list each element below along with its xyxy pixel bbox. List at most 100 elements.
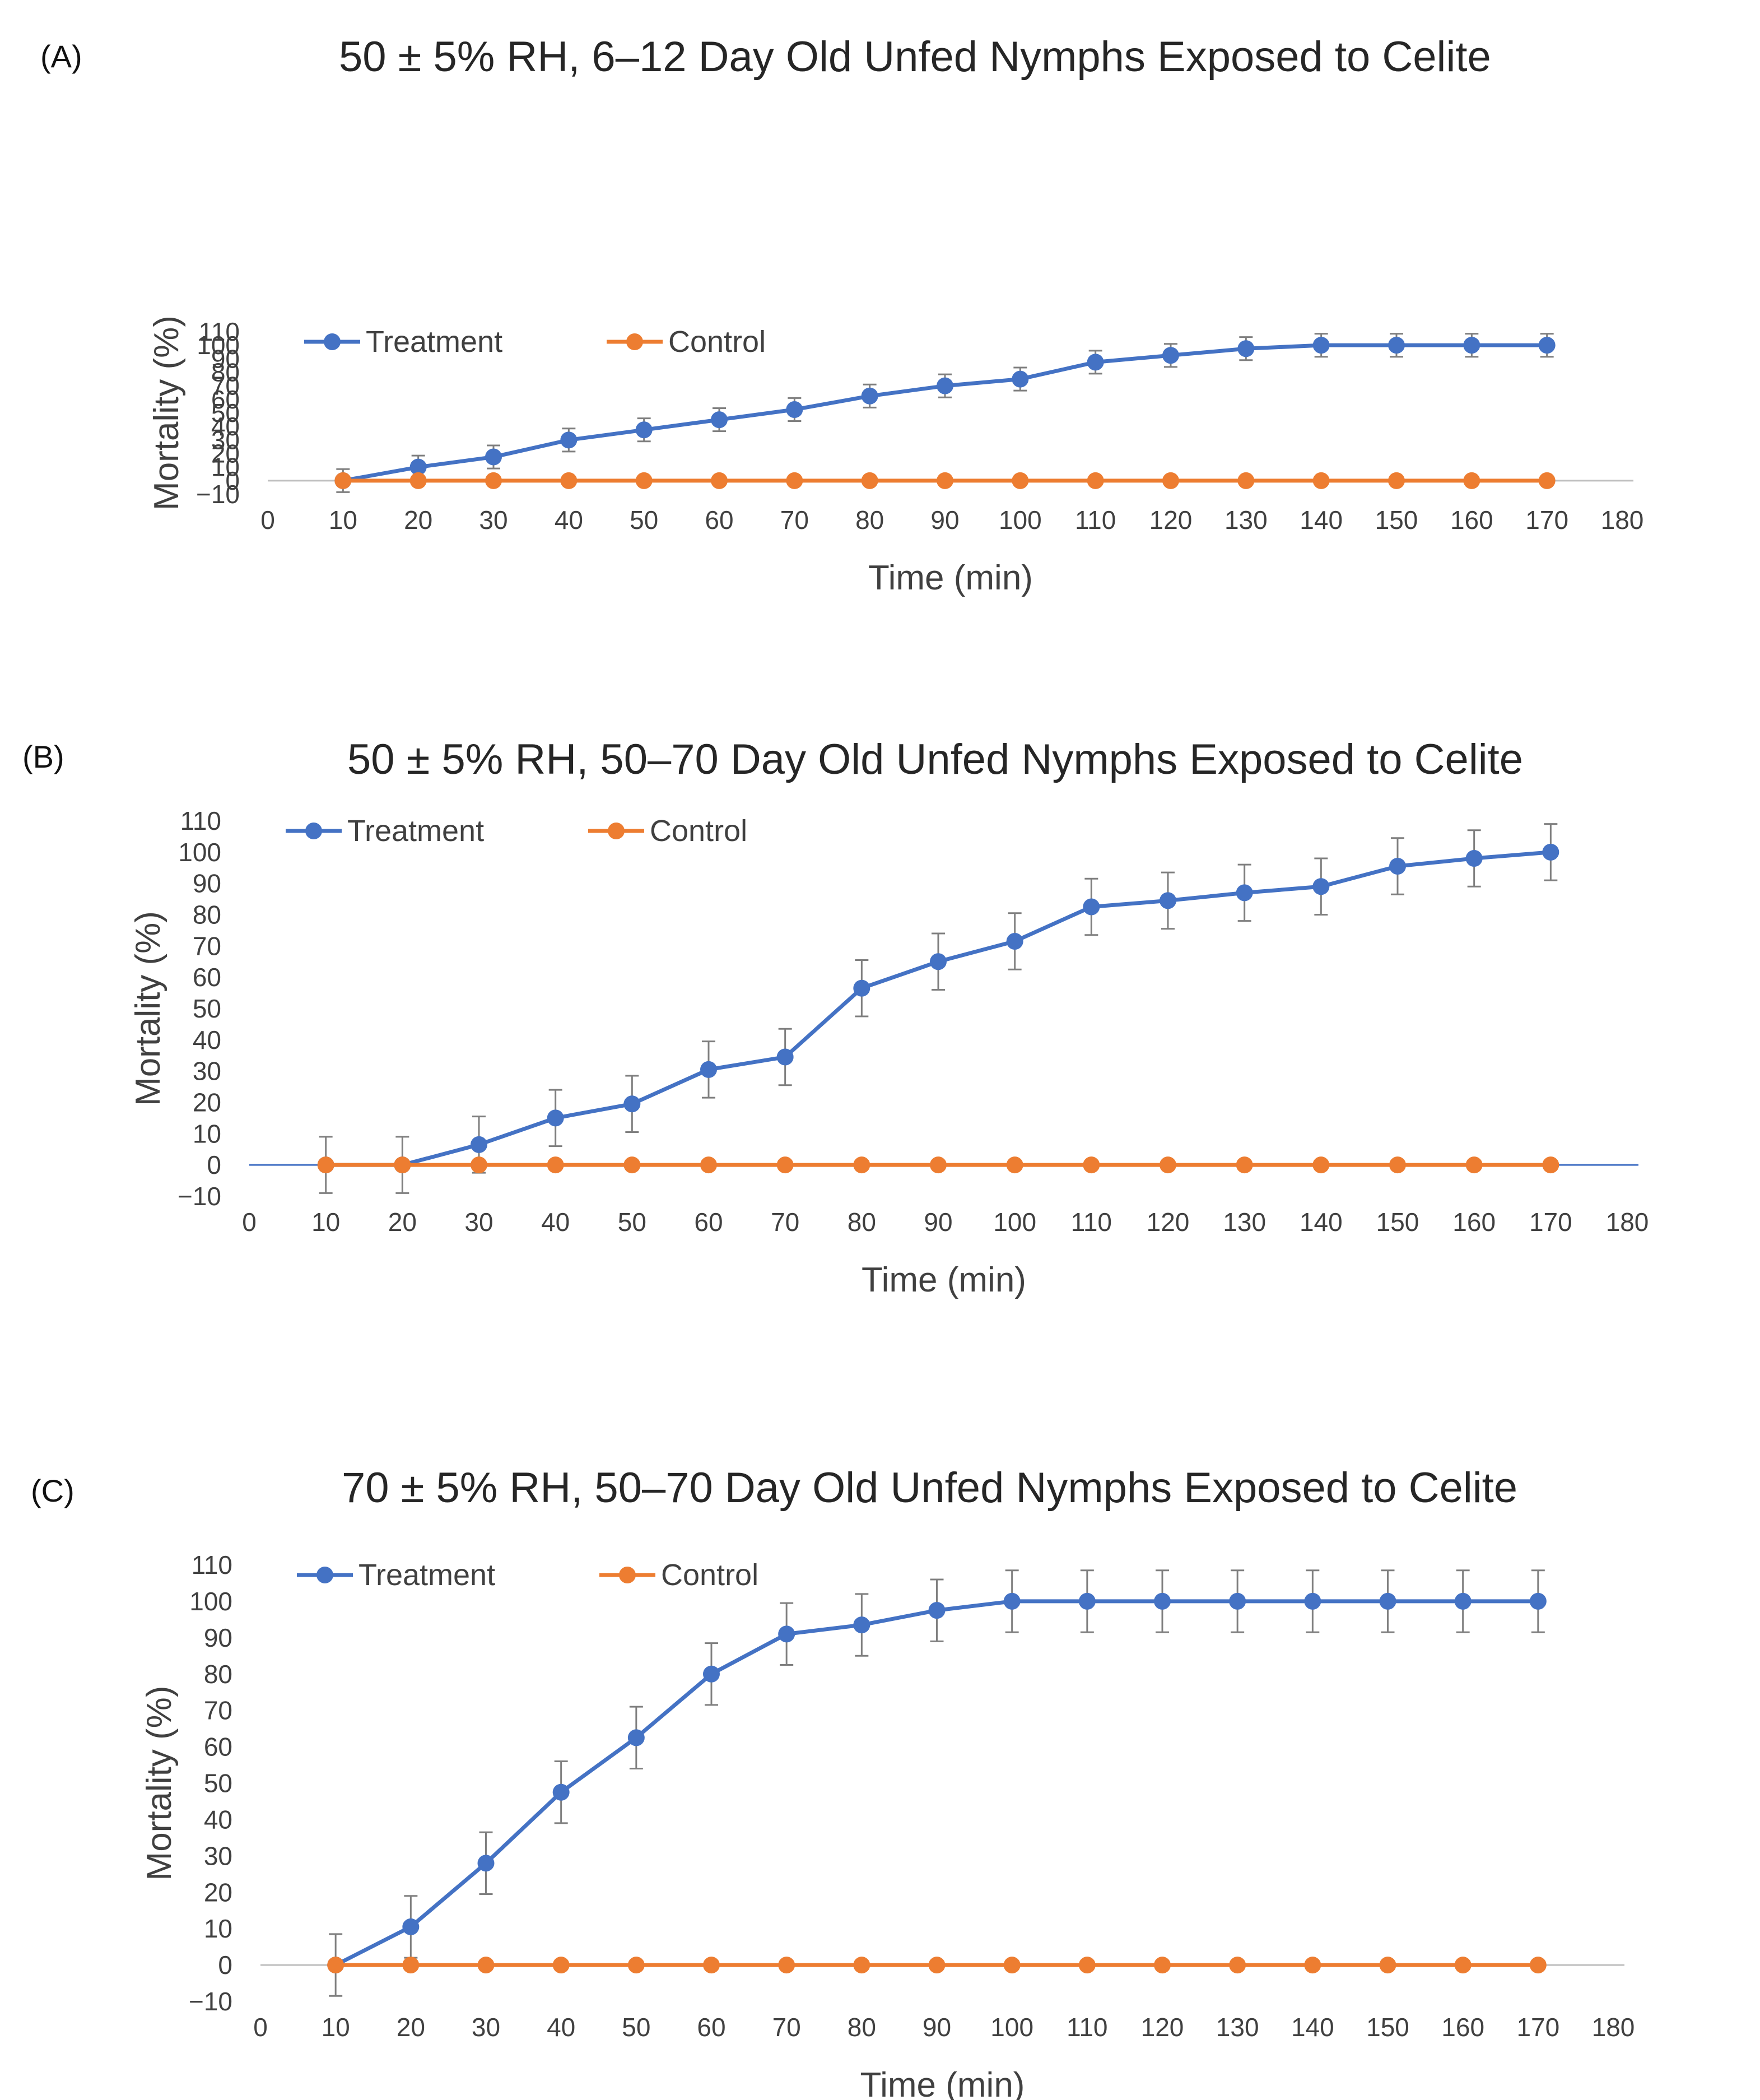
x-tick-label: 90 xyxy=(930,505,959,535)
data-point xyxy=(1012,370,1029,388)
y-tick-label: 60 xyxy=(204,1732,232,1762)
data-point xyxy=(1162,472,1179,489)
y-tick-label: 90 xyxy=(193,869,221,898)
y-tick-label: 40 xyxy=(193,1025,221,1054)
x-tick-label: 170 xyxy=(1529,1207,1572,1237)
y-tick-label: 70 xyxy=(204,1696,232,1725)
chart-title: 70 ± 5% RH, 50–70 Day Old Unfed Nymphs E… xyxy=(342,1464,1517,1512)
x-tick-label: 70 xyxy=(771,1207,799,1237)
data-point xyxy=(1160,1156,1176,1174)
data-point xyxy=(937,472,953,489)
data-point xyxy=(394,1156,411,1174)
data-point xyxy=(1529,1957,1547,1974)
data-point xyxy=(547,1156,564,1174)
data-point xyxy=(776,1156,794,1174)
y-tick-label: 50 xyxy=(211,398,240,428)
data-point xyxy=(1304,1592,1321,1610)
data-point xyxy=(1463,337,1480,354)
data-point xyxy=(1463,472,1480,489)
x-axis-title: Time (min) xyxy=(868,559,1033,597)
data-point xyxy=(1160,892,1176,909)
x-tick-label: 120 xyxy=(1147,1207,1190,1237)
x-tick-label: 120 xyxy=(1141,2013,1184,2042)
x-tick-label: 170 xyxy=(1525,505,1568,535)
x-tick-label: 110 xyxy=(1071,1207,1112,1237)
y-tick-label: −10 xyxy=(189,1987,232,2016)
x-tick-label: 30 xyxy=(472,2013,500,2042)
y-tick-label: −10 xyxy=(178,1182,221,1211)
x-tick-label: 180 xyxy=(1601,505,1644,535)
data-point xyxy=(1012,472,1029,489)
data-point xyxy=(1236,884,1253,902)
panel-label: (B) xyxy=(22,739,64,774)
data-point xyxy=(1388,337,1405,354)
y-tick-label: 70 xyxy=(193,931,221,960)
legend-swatch-marker xyxy=(608,823,625,839)
x-tick-label: 90 xyxy=(923,2013,951,2042)
data-point xyxy=(1236,1156,1253,1174)
data-point xyxy=(1304,1957,1321,1974)
data-point xyxy=(409,472,427,489)
x-tick-label: 20 xyxy=(404,505,432,535)
x-tick-label: 100 xyxy=(993,1207,1036,1237)
data-point xyxy=(552,1957,570,1974)
y-axis-title: Mortality (%) xyxy=(140,1686,179,1881)
x-tick-label: 0 xyxy=(260,505,275,535)
data-point xyxy=(1312,1156,1330,1174)
y-tick-label: 50 xyxy=(193,994,221,1023)
y-tick-label: 0 xyxy=(218,1950,232,1980)
legend-swatch-marker xyxy=(619,1567,636,1583)
data-point xyxy=(1379,1592,1396,1610)
y-tick-label: 90 xyxy=(211,344,240,373)
data-point xyxy=(471,1136,487,1153)
x-tick-label: 70 xyxy=(772,2013,801,2042)
data-point xyxy=(786,472,803,489)
x-tick-label: 40 xyxy=(555,505,583,535)
y-axis-title: Mortality (%) xyxy=(129,911,167,1106)
data-point xyxy=(1312,472,1330,489)
y-tick-label: 110 xyxy=(192,1550,232,1579)
data-point xyxy=(700,1156,717,1174)
data-point xyxy=(560,431,578,449)
data-point xyxy=(853,979,870,997)
x-tick-label: 150 xyxy=(1376,1207,1419,1237)
data-point xyxy=(1003,1957,1021,1974)
legend-label: Control xyxy=(668,325,766,359)
data-point xyxy=(853,1957,870,1974)
x-axis-title: Time (min) xyxy=(860,2066,1025,2100)
x-tick-label: 100 xyxy=(990,2013,1033,2042)
chart-title: 50 ± 5% RH, 6–12 Day Old Unfed Nymphs Ex… xyxy=(339,33,1491,81)
y-tick-label: 100 xyxy=(178,838,221,867)
y-tick-label: 10 xyxy=(204,1914,232,1943)
y-tick-label: 80 xyxy=(211,358,240,387)
x-tick-label: 10 xyxy=(322,2013,350,2042)
x-tick-label: 130 xyxy=(1224,505,1268,535)
series-treatment xyxy=(327,1569,1547,1997)
legend-label: Treatment xyxy=(358,1558,495,1592)
y-tick-label: 0 xyxy=(225,466,240,495)
x-tick-label: 140 xyxy=(1300,505,1343,535)
x-tick-label: 60 xyxy=(705,505,733,535)
data-point xyxy=(1237,472,1255,489)
legend-label: Treatment xyxy=(366,325,502,359)
data-point xyxy=(928,1602,946,1619)
x-tick-label: 140 xyxy=(1291,2013,1334,2042)
series-control xyxy=(334,472,1556,489)
series-control xyxy=(327,1957,1547,1974)
series-line xyxy=(334,1599,1538,1967)
x-tick-label: 160 xyxy=(1450,505,1493,535)
data-point xyxy=(623,1156,641,1174)
y-tick-label: 10 xyxy=(193,1119,221,1148)
legend-label: Control xyxy=(661,1558,758,1592)
data-point xyxy=(1454,1592,1472,1610)
x-tick-label: 50 xyxy=(618,1207,646,1237)
x-tick-label: 180 xyxy=(1606,1207,1649,1237)
data-point xyxy=(477,1855,495,1872)
y-tick-label: 20 xyxy=(204,1878,232,1907)
data-point xyxy=(477,1957,495,1974)
data-point xyxy=(635,421,653,439)
x-tick-label: 160 xyxy=(1441,2013,1484,2042)
data-point xyxy=(1003,1592,1021,1610)
